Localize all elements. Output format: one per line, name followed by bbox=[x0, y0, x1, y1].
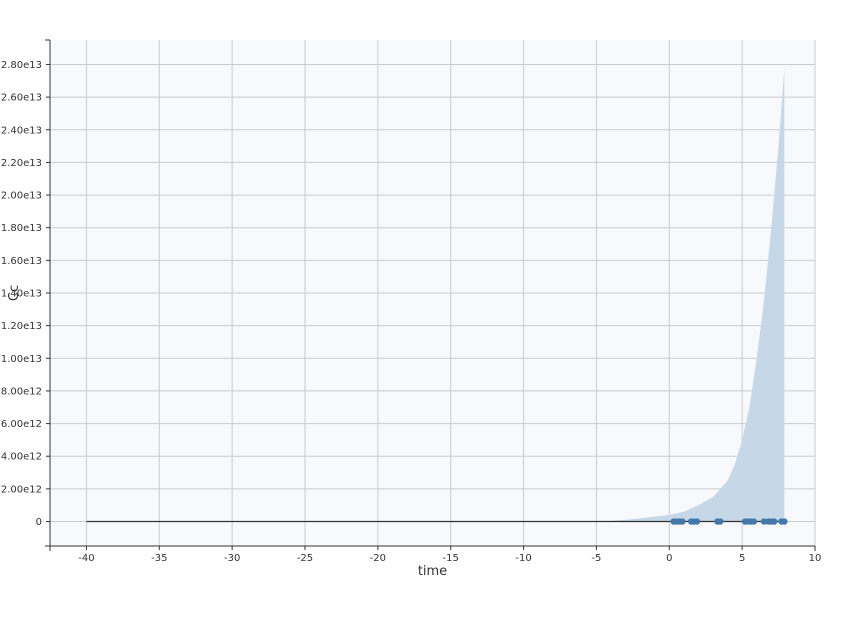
y-tick-label: 2.60e13 bbox=[1, 93, 42, 104]
observation-point bbox=[750, 518, 757, 525]
x-tick-label: -15 bbox=[443, 553, 459, 564]
y-tick-label: 1.40e13 bbox=[1, 289, 42, 300]
y-tick-label: 1.00e13 bbox=[1, 354, 42, 365]
observation-point bbox=[679, 518, 686, 525]
x-tick-label: -35 bbox=[151, 553, 167, 564]
x-tick-label: -10 bbox=[515, 553, 531, 564]
observation-point bbox=[760, 518, 768, 525]
y-tick-label: 1.60e13 bbox=[1, 256, 42, 267]
x-tick-label: 5 bbox=[739, 553, 745, 564]
y-tick-label: 2.40e13 bbox=[1, 125, 42, 136]
grid-lines bbox=[50, 40, 816, 546]
y-tick-label: 2.20e13 bbox=[1, 158, 42, 169]
y-tick-label: 4.00e12 bbox=[1, 452, 42, 463]
observation-point bbox=[717, 518, 724, 525]
x-tick-label: 10 bbox=[809, 553, 822, 564]
x-tick-label: -30 bbox=[224, 553, 240, 564]
x-axis-title: time bbox=[418, 564, 447, 579]
x-tick-label: -20 bbox=[370, 553, 386, 564]
y-tick-label: 2.80e13 bbox=[1, 60, 42, 71]
y-tick-label: 1.80e13 bbox=[1, 223, 42, 234]
y-tick-label: 1.20e13 bbox=[1, 321, 42, 332]
y-tick-label: 2.00e13 bbox=[1, 191, 42, 202]
x-tick-label: -40 bbox=[78, 553, 94, 564]
y-tick-label: 6.00e12 bbox=[1, 419, 42, 430]
observations bbox=[670, 518, 788, 525]
y-tick-label: 0 bbox=[36, 517, 42, 528]
observation-point bbox=[781, 518, 788, 525]
y-tick-label: 2.00e12 bbox=[1, 484, 42, 495]
y-tick-label: 8.00e12 bbox=[1, 386, 42, 397]
observation-point bbox=[771, 518, 778, 525]
y-axis-title: Cc bbox=[7, 285, 22, 301]
axes: -40 -35 -30 -25 -20 -15 -10 -5 0 5 10 0 2.00e12 4.00e… bbox=[1, 39, 822, 564]
observation-point bbox=[693, 518, 701, 525]
x-tick-label: 0 bbox=[666, 553, 672, 564]
x-tick-label: -5 bbox=[591, 553, 601, 564]
x-tick-label: -25 bbox=[297, 553, 313, 564]
